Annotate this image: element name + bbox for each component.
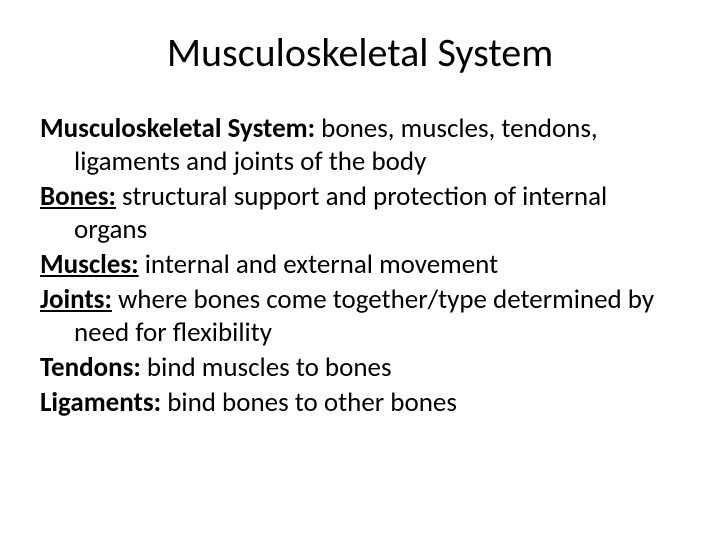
definition-term: Tendons: bbox=[40, 351, 141, 384]
definition-term: Joints: bbox=[40, 283, 112, 316]
definition-entry: Tendons: bind muscles to bones bbox=[40, 352, 680, 385]
definition-entry: Musculoskeletal System: bones, muscles, … bbox=[40, 113, 680, 179]
slide-title: Musculoskeletal System bbox=[40, 28, 680, 77]
definition-text: where bones come together/type determine… bbox=[74, 283, 654, 349]
slide: Musculoskeletal System Musculoskeletal S… bbox=[0, 0, 720, 540]
definition-text: bind muscles to bones bbox=[141, 351, 392, 384]
definition-term: Ligaments: bbox=[40, 386, 161, 419]
definition-term: Muscles: bbox=[40, 248, 139, 281]
definition-entry: Muscles: internal and external movement bbox=[40, 249, 680, 282]
definition-term: Bones: bbox=[40, 180, 116, 213]
definition-entry: Joints: where bones come together/type d… bbox=[40, 284, 680, 350]
definition-entry: Ligaments: bind bones to other bones bbox=[40, 387, 680, 420]
definition-text: internal and external movement bbox=[139, 248, 499, 281]
definition-text: bind bones to other bones bbox=[161, 386, 457, 419]
definition-text: structural support and protection of int… bbox=[74, 180, 607, 246]
slide-body: Musculoskeletal System: bones, muscles, … bbox=[40, 113, 680, 421]
definition-entry: Bones: structural support and protection… bbox=[40, 181, 680, 247]
definition-term: Musculoskeletal System: bbox=[40, 112, 315, 145]
